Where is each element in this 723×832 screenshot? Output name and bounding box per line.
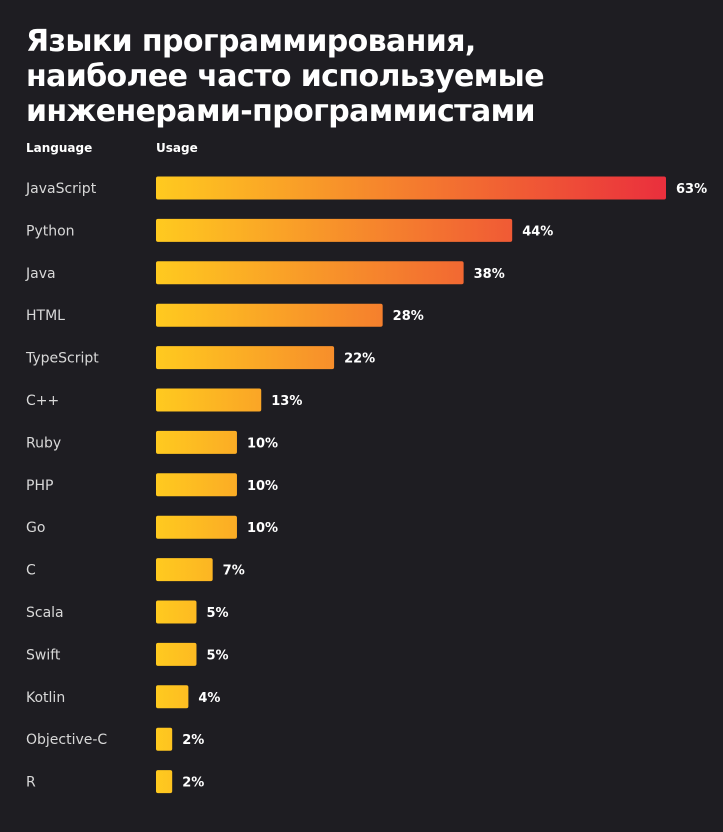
value-label-scala: 5% xyxy=(206,606,228,621)
bar-html xyxy=(156,303,383,327)
value-label-c-: 13% xyxy=(271,394,302,409)
value-label-python: 44% xyxy=(522,224,553,239)
category-label-go: Go xyxy=(26,520,45,536)
bar-typescript xyxy=(156,346,335,370)
category-label-r: R xyxy=(26,775,36,791)
language-column-header: Language xyxy=(26,141,93,155)
category-label-scala: Scala xyxy=(26,605,64,621)
bar-ruby xyxy=(156,430,237,454)
bar-r xyxy=(156,770,173,794)
value-label-go: 10% xyxy=(247,521,278,536)
category-label-kotlin: Kotlin xyxy=(26,690,65,706)
category-label-python: Python xyxy=(26,223,75,239)
category-label-javascript: JavaScript xyxy=(25,181,97,197)
bar-javascript xyxy=(156,176,666,200)
category-label-html: HTML xyxy=(26,308,65,324)
chart-title: Языки программирования, наиболее часто и… xyxy=(26,24,706,129)
bar-c- xyxy=(156,388,262,412)
usage-column-header: Usage xyxy=(156,141,198,155)
category-label-java: Java xyxy=(25,266,56,282)
category-label-typescript: TypeScript xyxy=(25,351,99,367)
category-label-c-: C++ xyxy=(26,393,59,409)
bar-kotlin xyxy=(156,685,189,709)
bar-php xyxy=(156,473,237,497)
chart-title-line-3: инженерами-программистами xyxy=(26,94,536,129)
bar-c xyxy=(156,558,213,582)
bar-swift xyxy=(156,642,197,666)
bar-java xyxy=(156,261,464,285)
category-label-swift: Swift xyxy=(26,647,61,663)
value-label-typescript: 22% xyxy=(344,352,375,367)
category-label-objective-c: Objective-C xyxy=(26,732,107,748)
value-label-c: 7% xyxy=(223,564,245,579)
value-label-php: 10% xyxy=(247,479,278,494)
value-label-swift: 5% xyxy=(206,648,228,663)
category-label-c: C xyxy=(26,563,36,579)
value-label-ruby: 10% xyxy=(247,436,278,451)
value-label-kotlin: 4% xyxy=(198,691,220,706)
value-label-objective-c: 2% xyxy=(182,733,204,748)
bar-scala xyxy=(156,600,197,624)
value-label-javascript: 63% xyxy=(676,182,707,197)
value-label-r: 2% xyxy=(182,776,204,791)
value-label-java: 38% xyxy=(474,267,505,282)
chart-title-line-1: Языки программирования, xyxy=(26,24,476,59)
chart-title-line-2: наиболее часто используемые xyxy=(26,59,545,94)
category-label-php: PHP xyxy=(26,478,53,494)
bar-objective-c xyxy=(156,727,173,751)
bar-go xyxy=(156,515,237,539)
bar-python xyxy=(156,218,513,242)
category-label-ruby: Ruby xyxy=(26,435,61,451)
value-label-html: 28% xyxy=(393,309,424,324)
